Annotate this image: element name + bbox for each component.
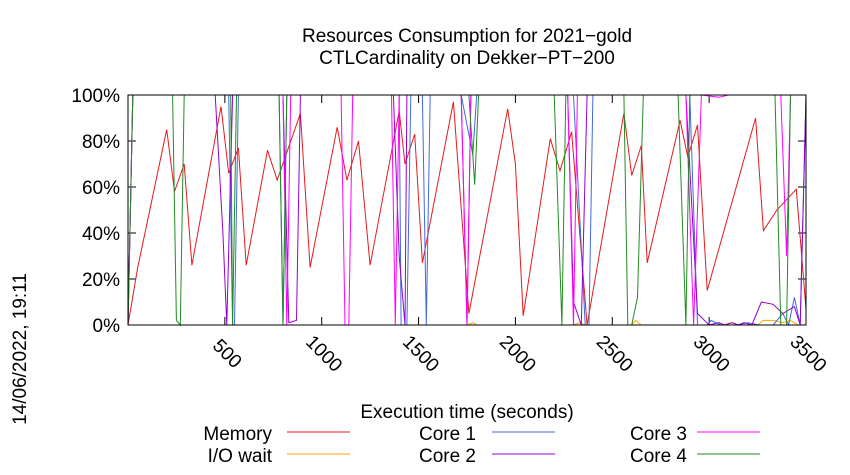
x-tick-label: 3000 (689, 332, 734, 377)
y-tick-label: 60% (82, 178, 120, 199)
date-label: 14/06/2022, 19:11 (10, 273, 31, 425)
x-tick-label: 3500 (786, 332, 831, 377)
x-tick-label: 1000 (301, 332, 346, 377)
x-tick-label: 2000 (495, 332, 540, 377)
tick-labels: 0% 20% 40% 60% 80% 100% 500 1000 1500 2000 2500 300… (71, 86, 830, 376)
y-tick-label: 100% (71, 86, 120, 107)
legend-label-i-o-wait: I/O wait (208, 446, 273, 467)
legend-label-core-3: Core 3 (630, 424, 687, 445)
x-tick-label: 500 (208, 335, 245, 372)
chart-title-line-2: CTLCardinality on Dekker−PT−200 (319, 48, 615, 69)
series-line-memory (127, 101, 807, 326)
y-tick-label: 40% (82, 224, 120, 245)
y-tick-label: 0% (93, 316, 121, 337)
series-lines (127, 94, 807, 327)
x-tick-label: 2500 (592, 332, 637, 377)
x-axis-label: Execution time (seconds) (360, 402, 573, 423)
legend-label-core-1: Core 1 (419, 424, 476, 445)
x-tick-label: 1500 (398, 332, 443, 377)
plot-area-border (127, 94, 807, 326)
chart-title-line-1: Resources Consumption for 2021−gold (302, 26, 632, 47)
legend-label-memory: Memory (203, 424, 272, 445)
legend-label-core-2: Core 2 (419, 446, 476, 467)
legend-label-core-4: Core 4 (630, 446, 687, 467)
y-tick-label: 20% (82, 270, 120, 291)
y-tick-label: 80% (82, 132, 120, 153)
